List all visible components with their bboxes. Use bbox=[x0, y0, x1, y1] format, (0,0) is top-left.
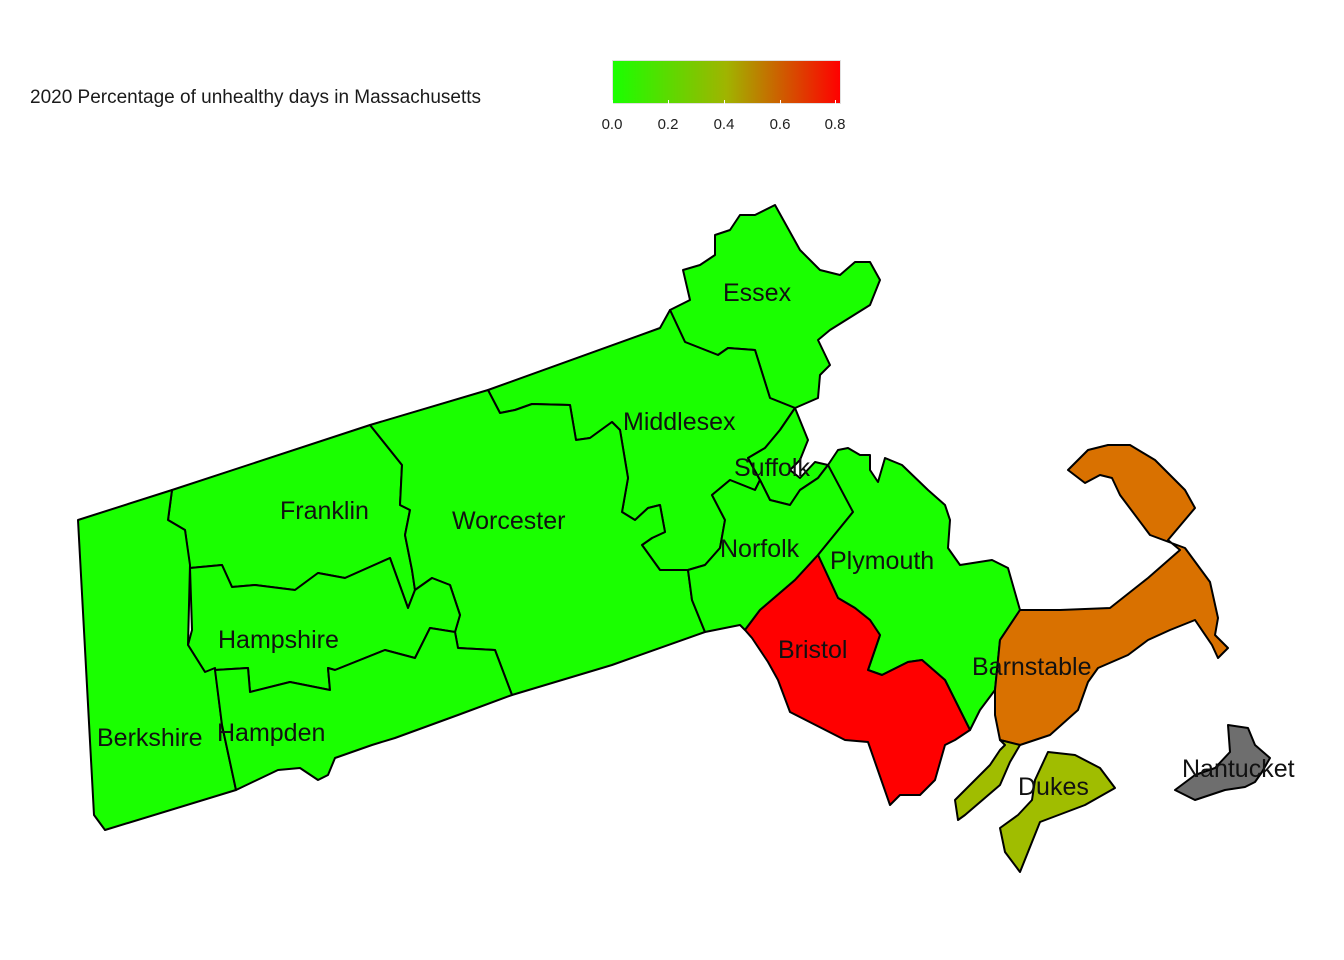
legend-tick-label: 0.2 bbox=[657, 116, 679, 133]
county-bristol-label: Bristol bbox=[778, 636, 847, 664]
county-dukes-label: Dukes bbox=[1018, 773, 1089, 801]
legend-tick-label: 0.4 bbox=[713, 116, 735, 133]
county-hampshire-label: Hampshire bbox=[218, 626, 339, 654]
legend-tick-mark bbox=[780, 100, 781, 105]
county-franklin-label: Franklin bbox=[280, 497, 369, 525]
county-middlesex-label: Middlesex bbox=[623, 408, 736, 436]
legend-tick-label: 0.6 bbox=[769, 116, 791, 133]
county-dukes-shape bbox=[999, 751, 1116, 873]
legend-color-bar bbox=[612, 60, 841, 104]
county-bristol-shape bbox=[744, 554, 971, 806]
county-berkshire-label: Berkshire bbox=[97, 724, 203, 752]
legend-tick-label: 0.0 bbox=[601, 116, 623, 133]
county-essex-label: Essex bbox=[723, 279, 792, 307]
county-plymouth-label: Plymouth bbox=[830, 547, 934, 575]
county-suffolk-label: Suffolk bbox=[734, 454, 810, 482]
legend-tick-mark bbox=[612, 100, 613, 105]
county-berkshire-shape bbox=[77, 489, 237, 831]
county-barnstable-label: Barnstable bbox=[972, 653, 1092, 681]
legend-tick-mark bbox=[724, 100, 725, 105]
county-barnstable-shape bbox=[994, 444, 1229, 746]
county-dukes-shape bbox=[954, 739, 1021, 821]
county-hampden-shape bbox=[214, 627, 513, 791]
legend-title: 2020 Percentage of unhealthy days in Mas… bbox=[30, 87, 482, 108]
county-nantucket-label: Nantucket bbox=[1182, 755, 1295, 783]
legend-tick-mark bbox=[668, 100, 669, 105]
county-worcester-label: Worcester bbox=[452, 507, 565, 535]
county-hampden-label: Hampden bbox=[217, 719, 325, 747]
county-norfolk-label: Norfolk bbox=[720, 535, 800, 563]
legend-tick-mark bbox=[835, 100, 836, 105]
county-nantucket-shape bbox=[1174, 724, 1271, 801]
legend-tick-label: 0.8 bbox=[824, 116, 846, 133]
